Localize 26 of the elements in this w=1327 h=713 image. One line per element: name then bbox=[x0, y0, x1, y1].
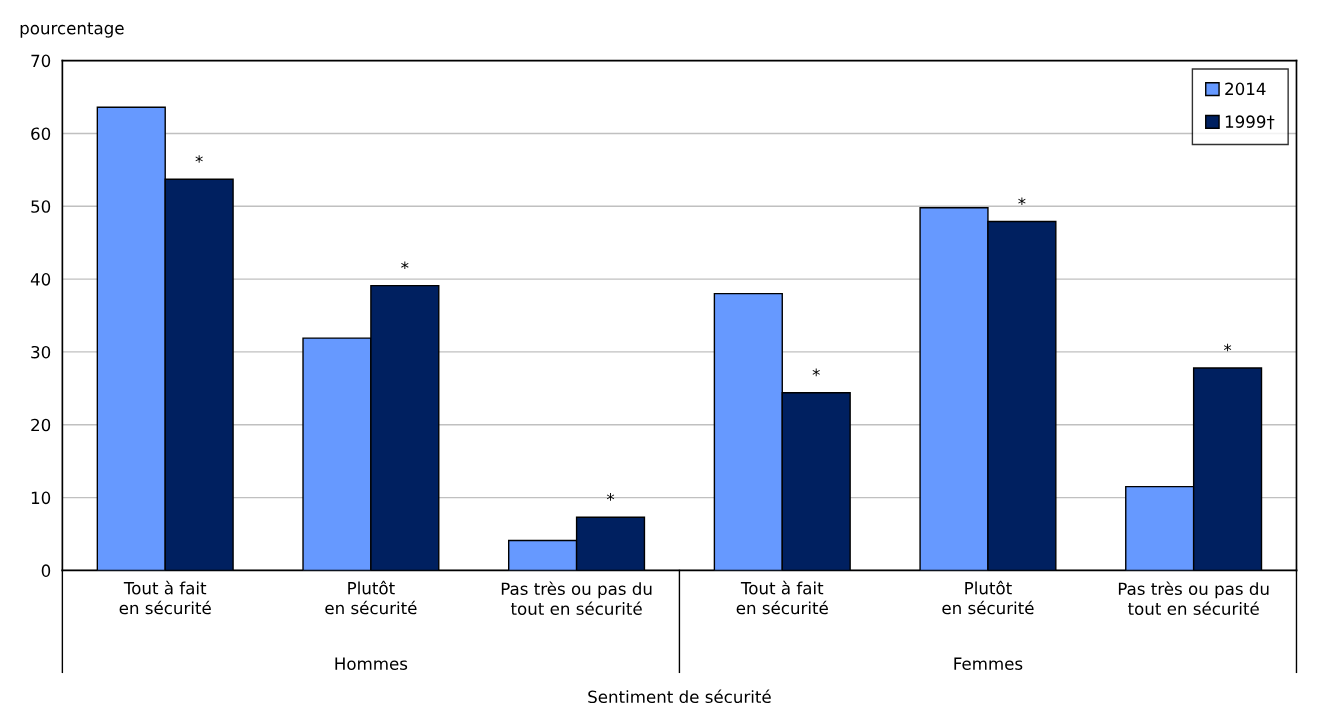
y-tick-label: 50 bbox=[31, 200, 51, 213]
y-tick-label: 30 bbox=[31, 345, 51, 359]
x-tick-label: Tout à fait en sécurité bbox=[736, 580, 828, 615]
x-tick-label: Pas très ou pas du tout en sécurité bbox=[501, 581, 652, 616]
legend-label: 2014 bbox=[1225, 82, 1266, 96]
x-axis-title: Sentiment de sécurité bbox=[588, 689, 771, 704]
y-tick-label: 70 bbox=[31, 54, 51, 68]
x-tick-label: Plutôt en sécurité bbox=[942, 580, 1034, 615]
x-tick-label: Pas très ou pas du tout en sécurité bbox=[1118, 581, 1269, 616]
y-tick-label: 60 bbox=[31, 127, 51, 140]
y-tick-label: 10 bbox=[31, 491, 51, 505]
x-tick-label: Tout à fait en sécurité bbox=[119, 580, 211, 615]
text: Hommes bbox=[335, 657, 408, 670]
legend-label: 1999† bbox=[1225, 115, 1275, 130]
x-tick-label: Plutôt en sécurité bbox=[325, 580, 417, 615]
data-label: * bbox=[1223, 343, 1232, 352]
data-label: * bbox=[195, 155, 203, 163]
y-tick-label: 0 bbox=[41, 564, 51, 577]
data-label: * bbox=[1018, 197, 1026, 205]
data-label: * bbox=[606, 493, 615, 501]
y-axis-title: pourcentage bbox=[20, 22, 124, 38]
data-label: * bbox=[812, 368, 820, 377]
y-tick-label: 40 bbox=[30, 273, 51, 286]
y-tick-label: 20 bbox=[31, 418, 51, 432]
data-label: * bbox=[401, 261, 409, 270]
text: Femmes bbox=[954, 657, 1023, 670]
